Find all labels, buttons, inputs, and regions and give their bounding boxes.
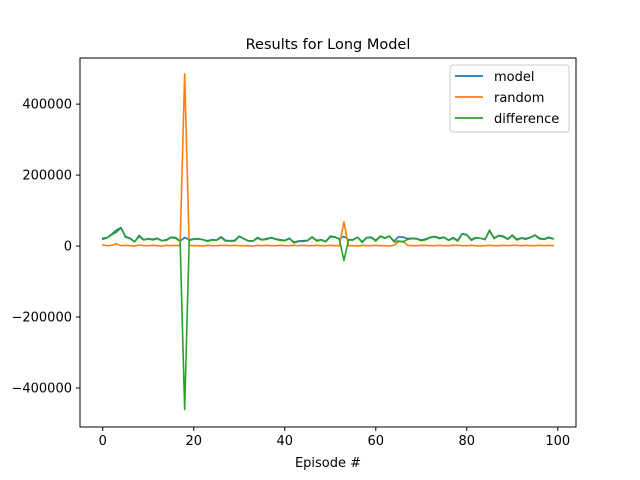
y-tick-label: 0 bbox=[64, 240, 72, 255]
x-axis-label: Episode # bbox=[295, 456, 361, 471]
legend-label-random: random bbox=[494, 91, 544, 106]
y-tick-label: −400000 bbox=[11, 381, 72, 396]
y-tick-label: 400000 bbox=[22, 98, 72, 113]
x-tick-label: 100 bbox=[545, 434, 570, 449]
chart-title: Results for Long Model bbox=[246, 37, 411, 53]
y-tick-label: −200000 bbox=[11, 311, 72, 326]
x-tick-label: 0 bbox=[99, 434, 107, 449]
x-tick-label: 80 bbox=[459, 434, 476, 449]
series-layer bbox=[101, 73, 555, 411]
series-line-random bbox=[101, 73, 555, 247]
plot-frame bbox=[79, 57, 577, 428]
series-line-difference bbox=[101, 227, 555, 411]
x-tick-label: 60 bbox=[368, 434, 385, 449]
legend-label-difference: difference bbox=[494, 112, 559, 127]
x-tick-label: 40 bbox=[276, 434, 293, 449]
x-axis-ticks: 0 20 40 60 80 100 bbox=[99, 427, 570, 449]
legend-box bbox=[449, 64, 570, 133]
legend-label-model: model bbox=[494, 70, 534, 85]
y-tick-label: 200000 bbox=[22, 169, 72, 184]
y-axis-ticks: −400000 −200000 0 200000 400000 bbox=[11, 98, 80, 396]
x-tick-label: 20 bbox=[185, 434, 202, 449]
legend: model random difference bbox=[449, 64, 570, 133]
